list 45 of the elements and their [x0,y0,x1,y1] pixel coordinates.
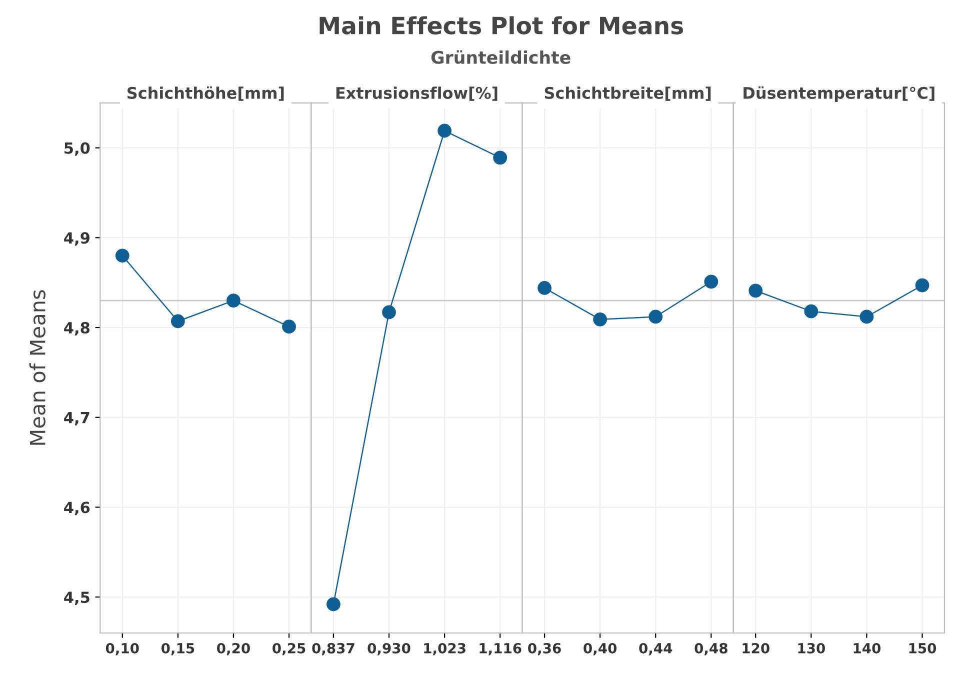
x-tick-label: 0,40 [584,642,617,656]
x-tick-label: 120 [742,642,770,654]
point [860,310,874,324]
x-tick-label: 140 [854,642,881,654]
point [326,597,340,612]
x-tick-label: 0,25 [272,642,306,656]
y-tick-label: 4,6 [64,502,90,516]
point [704,274,718,289]
y-axis-title: Mean of Means [29,290,46,445]
y-tick-label: 4,8 [64,322,90,336]
x-tick-label: 0,48 [694,642,728,656]
point [226,294,240,308]
x-tick-label: 0,930 [368,642,410,656]
x-tick-label: 150 [909,642,936,654]
y-tick-label: 5,0 [64,142,90,156]
point [438,124,452,138]
x-tick-label: 0,15 [161,642,194,656]
chart-title: Schichtbreite[mm] [544,86,711,101]
x-tick-label: 0,10 [106,642,139,656]
point [382,305,396,320]
x-tick-label: 1,023 [424,642,466,656]
x-tick-label: 0,20 [217,642,250,656]
point [804,304,818,318]
x-tick-label: 1,116 [480,642,522,656]
point [493,150,508,165]
text: Grünteildichte [431,50,570,64]
point [593,312,608,326]
y-tick-label: 4,9 [64,232,90,246]
x-tick-label: 0,36 [528,642,561,656]
x-tick-label: 130 [798,642,825,654]
point [282,320,296,334]
x-tick-label: 0,44 [639,642,672,656]
point [648,310,663,324]
y-tick-label: 4,7 [64,412,90,426]
chart-title: Extrusionsflow[%] [336,86,498,101]
chart-title: Schichthöhe[mm] [127,86,284,101]
point [915,278,930,292]
point [538,281,552,295]
point [170,314,185,328]
x-tick-label: 0,837 [312,642,354,656]
text: Main Effects Plot for Means [320,16,684,34]
point [748,284,763,298]
y-tick-label: 4,5 [64,592,90,606]
point [115,248,130,263]
chart-title: Düsentemperatur[°C] [744,86,934,102]
